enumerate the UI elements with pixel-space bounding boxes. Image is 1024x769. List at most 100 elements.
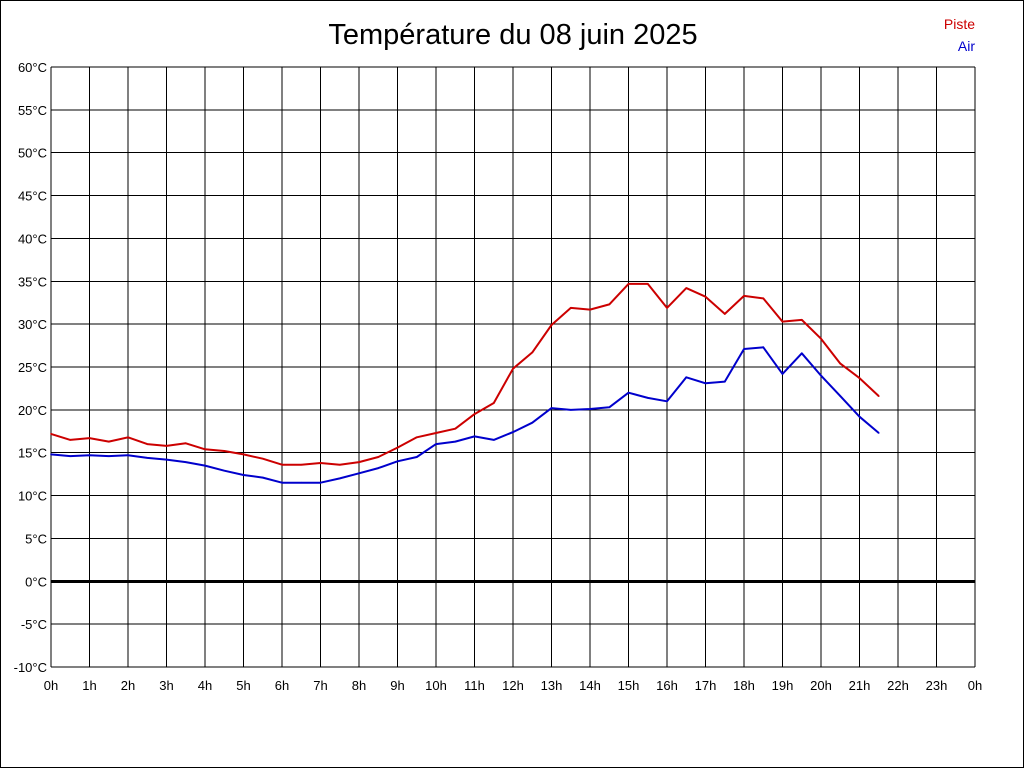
x-tick-label: 22h [887, 678, 909, 693]
data-point-air [781, 373, 784, 375]
y-tick-label: 45°C [18, 189, 47, 204]
data-point-air [877, 432, 880, 434]
x-tick-label: 5h [236, 678, 250, 693]
data-point-piste [204, 448, 206, 451]
data-point-air [492, 439, 495, 441]
data-point-air [704, 382, 707, 385]
data-point-piste [50, 433, 52, 435]
y-tick-label: -5°C [21, 617, 47, 632]
data-point-piste [396, 446, 399, 449]
x-tick-label: 15h [618, 678, 640, 693]
data-point-air [569, 409, 572, 411]
data-point-piste [223, 450, 226, 452]
data-point-piste [800, 319, 803, 321]
data-point-piste [473, 413, 476, 415]
data-point-piste [492, 402, 495, 404]
data-point-air [435, 443, 437, 445]
legend-entry-piste: Piste [943, 16, 975, 32]
data-point-air [627, 391, 630, 394]
data-point-air [358, 472, 360, 475]
x-tick-label: 14h [579, 678, 601, 693]
data-point-air [377, 467, 380, 469]
data-point-piste [107, 440, 110, 443]
data-point-piste [666, 307, 668, 309]
data-point-air [800, 352, 803, 355]
data-point-piste [781, 320, 784, 323]
data-point-piste [338, 463, 341, 466]
data-point-air [281, 481, 283, 484]
data-point-piste [762, 297, 765, 300]
data-point-air [762, 346, 765, 349]
data-point-piste [165, 445, 168, 447]
y-tick-label: 15°C [18, 446, 47, 461]
x-tick-label: 13h [541, 678, 563, 693]
data-point-piste [608, 303, 611, 306]
y-tick-label: 25°C [18, 360, 47, 375]
data-point-air [50, 453, 52, 456]
x-tick-label: 23h [926, 678, 948, 693]
chart-title: Température du 08 juin 2025 [328, 19, 698, 51]
y-tick-label: 30°C [18, 317, 47, 332]
data-point-air [223, 469, 226, 472]
y-tick-label: -10°C [14, 660, 47, 675]
data-point-air [415, 456, 418, 458]
data-point-piste [184, 442, 187, 445]
data-point-piste [531, 351, 534, 354]
data-point-piste [589, 308, 591, 311]
x-tick-label: 2h [121, 678, 135, 693]
data-point-piste [839, 362, 842, 365]
legend-entry-air: Air [957, 38, 975, 54]
data-point-piste [88, 437, 91, 439]
data-point-air [512, 431, 514, 433]
data-point-piste [69, 439, 72, 441]
y-tick-label: 55°C [18, 103, 47, 118]
data-point-air [666, 400, 668, 403]
x-tick-label: 9h [390, 678, 404, 693]
data-point-air [127, 454, 129, 457]
data-point-piste [127, 436, 129, 439]
data-point-air [473, 435, 476, 438]
y-tick-label: 5°C [25, 531, 47, 546]
data-point-piste [646, 283, 649, 285]
data-point-air [743, 348, 745, 350]
data-point-air [300, 481, 303, 484]
data-point-piste [358, 461, 360, 463]
data-point-air [839, 395, 842, 397]
data-point-air [69, 455, 72, 457]
data-point-air [820, 374, 822, 377]
x-tick-label: 18h [733, 678, 755, 693]
data-point-piste [743, 295, 745, 297]
x-tick-label: 12h [502, 678, 524, 693]
data-point-air [454, 440, 457, 443]
y-tick-label: 40°C [18, 231, 47, 246]
data-point-piste [319, 462, 322, 464]
data-point-piste [569, 307, 572, 309]
y-tick-label: 10°C [18, 489, 47, 504]
data-point-piste [415, 436, 418, 439]
data-point-air [589, 408, 591, 410]
data-point-air [858, 415, 861, 418]
data-point-piste [300, 463, 303, 466]
data-point-air [646, 397, 649, 399]
data-point-air [723, 380, 726, 383]
data-point-piste [242, 453, 245, 456]
data-point-air [319, 481, 322, 484]
data-point-air [184, 461, 187, 463]
data-point-piste [550, 324, 553, 326]
data-point-air [107, 455, 110, 457]
data-point-piste [685, 287, 688, 289]
x-tick-label: 1h [82, 678, 96, 693]
x-tick-label: 11h [464, 678, 485, 693]
x-tick-label: 4h [198, 678, 212, 693]
data-point-piste [435, 432, 437, 434]
x-tick-label: 0h [44, 678, 58, 693]
data-point-piste [512, 367, 514, 370]
data-point-air [146, 457, 149, 459]
x-tick-label: 17h [695, 678, 717, 693]
y-tick-label: 20°C [18, 403, 47, 418]
data-point-piste [146, 443, 149, 445]
data-point-piste [281, 463, 283, 466]
data-point-air [88, 454, 91, 457]
data-point-piste [723, 313, 726, 315]
x-tick-label: 16h [656, 678, 678, 693]
